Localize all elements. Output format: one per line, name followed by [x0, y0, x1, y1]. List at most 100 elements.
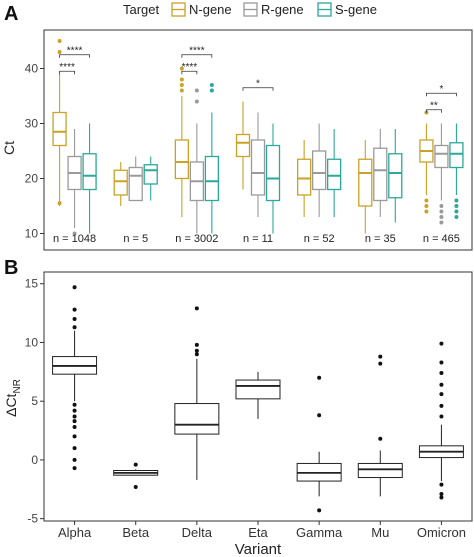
outlier-point — [72, 434, 77, 439]
legend-label-r-gene: R-gene — [261, 2, 304, 17]
x-tick-label: Omicron — [417, 525, 466, 540]
significance-label: **** — [182, 62, 198, 73]
box-delta-s-gene — [204, 83, 220, 234]
legend-label-n-gene: N-gene — [189, 2, 232, 17]
outlier-point — [57, 50, 62, 54]
box-alpha — [52, 285, 98, 471]
panel-a-letter: A — [4, 3, 18, 25]
box-gamma — [296, 375, 342, 513]
outlier-point — [72, 231, 77, 236]
box-alpha-r-gene — [67, 129, 82, 236]
panel-b: B -5 0 5 10 15 Alpha Beta Delta Eta Gamma Mu Omicro… — [3, 257, 473, 557]
panel-b-plot: -5 0 5 10 15 Alpha Beta Delta Eta Gamma Mu Omicron — [25, 271, 473, 540]
outlier-point — [194, 342, 199, 347]
outlier-point — [454, 198, 459, 203]
box-mu — [357, 354, 403, 497]
significance-label: **** — [67, 45, 83, 56]
outlier-point — [72, 408, 77, 413]
box-alpha-s-gene — [82, 123, 97, 234]
outlier-point — [424, 209, 429, 214]
box-iqr — [174, 139, 190, 180]
outlier-point — [133, 462, 138, 467]
bracket-line — [59, 54, 90, 58]
outlier-point — [72, 466, 77, 471]
outlier-point — [209, 83, 214, 87]
box-beta — [113, 462, 159, 489]
panel-a-plot: 10 20 30 40 n = 1048 n = 5 n = 3002 n = 11 n = 5… — [25, 29, 473, 251]
outlier-point — [424, 198, 429, 203]
outlier-point — [439, 392, 444, 397]
y-tick-label: 0 — [31, 453, 38, 467]
y-tick-label: 40 — [25, 62, 39, 76]
outlier-point — [424, 204, 429, 208]
bracket-line — [181, 70, 198, 75]
outlier-point — [72, 425, 77, 430]
y-tick-label: 30 — [25, 117, 39, 131]
box-iqr — [235, 379, 281, 400]
y-tick-label: 5 — [31, 394, 38, 408]
y-tick-label: -5 — [27, 512, 38, 526]
outlier-point — [317, 375, 322, 380]
outlier-point — [179, 88, 184, 93]
outlier-point — [179, 66, 184, 71]
sample-size-label: n = 11 — [243, 233, 273, 245]
box-eta — [235, 371, 281, 419]
panel-a: A Target N-gene R-gene S-gene 10 20 30 40 n = … — [1, 2, 473, 251]
outlier-point — [179, 83, 184, 87]
panel-b-y-label-sub: NR — [12, 379, 23, 393]
y-tick-label: 15 — [25, 277, 39, 291]
significance-bracket: ** — [426, 100, 442, 113]
outlier-point — [454, 215, 459, 219]
significance-bracket: **** — [59, 62, 75, 75]
bracket-line — [426, 109, 442, 113]
box-delta-n-gene — [174, 66, 190, 217]
sample-size-label: n = 3002 — [175, 233, 218, 245]
box-mu-r-gene — [373, 129, 388, 217]
outlier-point — [439, 341, 444, 346]
outlier-point — [439, 204, 444, 208]
outlier-point — [439, 414, 444, 419]
box-omicron-r-gene — [434, 123, 449, 225]
outlier-point — [194, 348, 199, 353]
box-omicron-s-gene — [449, 123, 464, 219]
x-tick-label: Beta — [122, 525, 150, 540]
box-delta-r-gene — [189, 88, 205, 234]
box-iqr — [357, 462, 403, 479]
box-iqr — [250, 139, 266, 196]
outlier-point — [439, 482, 444, 487]
outlier-point — [72, 414, 77, 419]
box-iqr — [373, 147, 388, 202]
outlier-point — [72, 419, 77, 424]
x-tick-label: Gamma — [296, 525, 343, 540]
sample-size-label: n = 35 — [365, 233, 396, 245]
box-alpha-n-gene — [52, 39, 67, 206]
box-iqr — [434, 144, 449, 169]
outlier-point — [72, 457, 77, 462]
y-tick-label: 20 — [25, 172, 39, 186]
box-iqr — [326, 158, 342, 191]
box-iqr — [143, 164, 158, 185]
significance-bracket: * — [426, 84, 457, 97]
bracket-line — [181, 54, 213, 58]
outlier-point — [317, 413, 322, 418]
box-eta-r-gene — [250, 112, 266, 217]
sample-size-label: n = 52 — [304, 233, 335, 245]
box-eta-n-gene — [235, 101, 251, 190]
x-tick-label: Alpha — [58, 525, 92, 540]
outlier-point — [209, 88, 214, 93]
outlier-point — [317, 508, 322, 513]
sample-size-label: n = 5 — [123, 233, 148, 245]
significance-label: **** — [189, 45, 205, 56]
panel-b-y-label-main: ΔCt — [3, 393, 19, 416]
box-beta-s-gene — [143, 156, 158, 201]
outlier-point — [378, 361, 383, 366]
significance-bracket: * — [242, 78, 274, 91]
outlier-point — [439, 371, 444, 376]
panel-b-y-label: ΔCtNR — [3, 379, 23, 417]
box-iqr — [204, 155, 220, 202]
significance-bracket: **** — [181, 62, 198, 75]
significance-label: **** — [59, 62, 75, 73]
outlier-point — [194, 306, 199, 311]
x-tick-label: Mu — [371, 525, 389, 540]
outlier-point — [439, 495, 444, 500]
